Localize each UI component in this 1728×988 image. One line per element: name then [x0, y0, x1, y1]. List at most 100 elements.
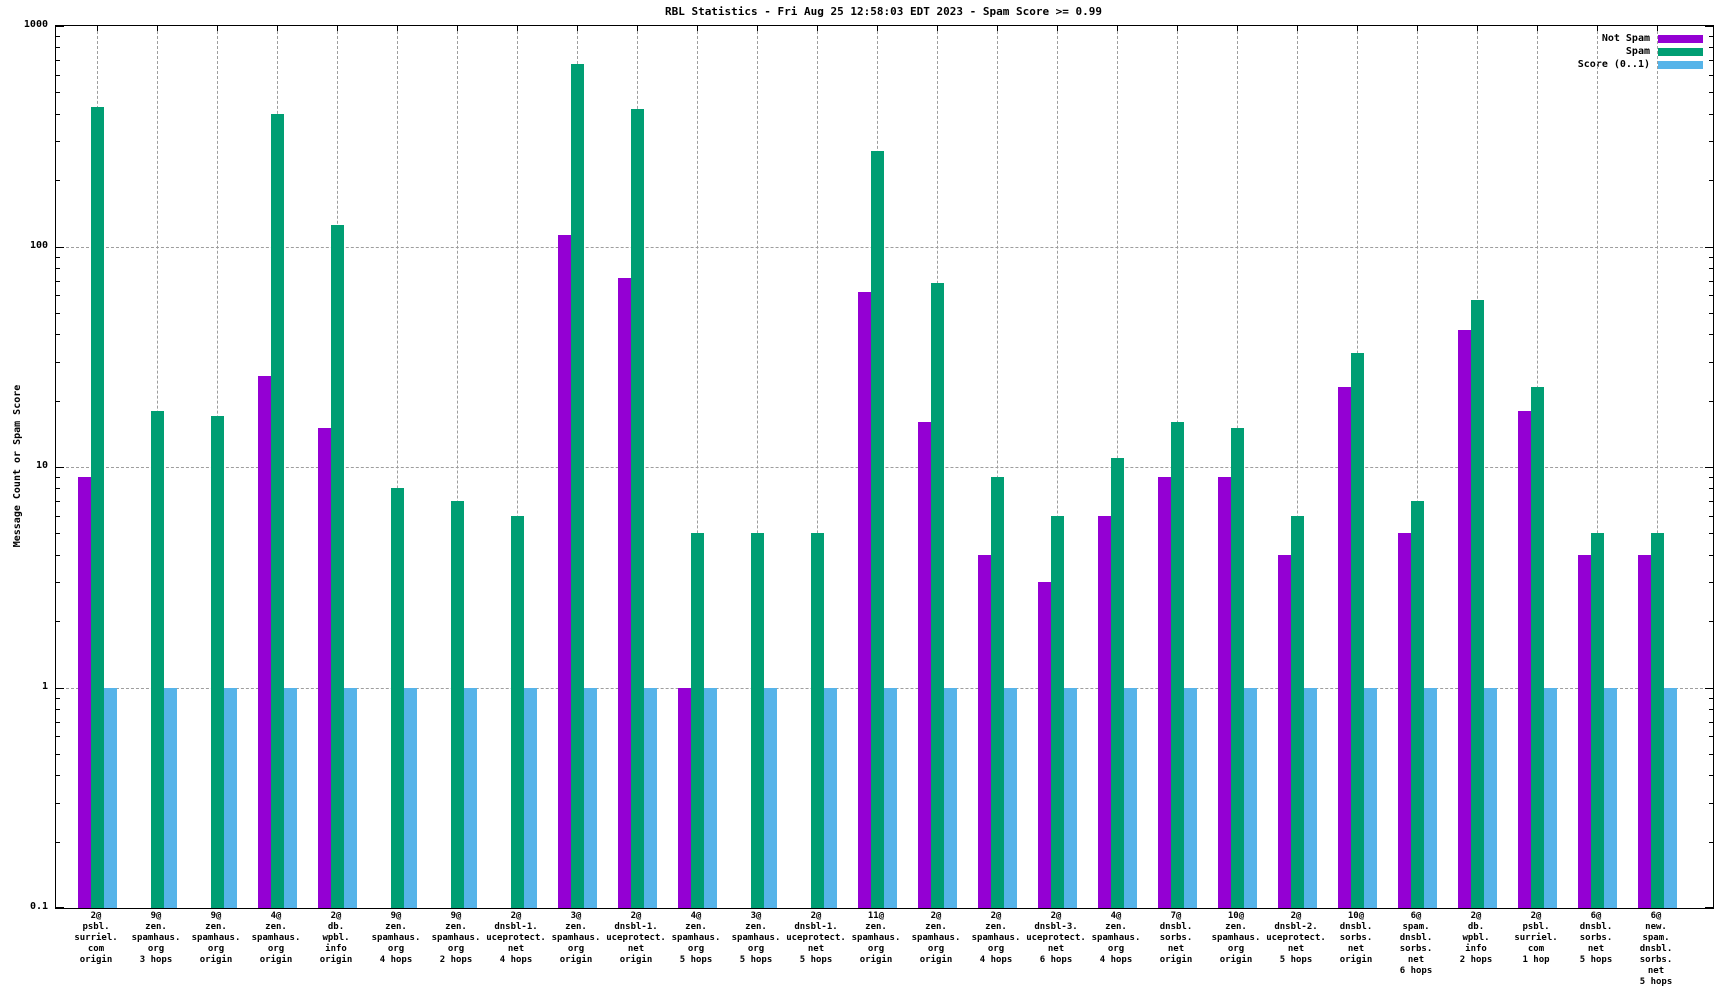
- x-category-label: 11@ zen. spamhaus. org origin: [851, 911, 901, 965]
- bar-not-spam: [617, 277, 631, 908]
- y-tick-minor: [56, 736, 60, 738]
- bar-not-spam: [677, 687, 691, 908]
- bar-score-0-1-: [463, 688, 477, 908]
- bar-not-spam: [1577, 554, 1591, 908]
- x-tick-top: [577, 26, 578, 31]
- y-tick-major: [1705, 246, 1713, 248]
- y-tick-minor: [56, 256, 60, 258]
- bar-score-0-1-: [1243, 688, 1257, 908]
- x-category-label: 9@ zen. spamhaus. org 4 hops: [371, 911, 421, 965]
- x-category-label: 2@ dnsbl-2. uceprotect. net 5 hops: [1266, 911, 1326, 965]
- x-category-label: 2@ psbl. surriel. com origin: [74, 911, 118, 965]
- bar-score-0-1-: [1603, 688, 1617, 908]
- bar-score-0-1-: [1663, 688, 1677, 908]
- y-tick-major: [1705, 467, 1713, 468]
- y-tick-minor: [1709, 802, 1713, 804]
- y-tick-minor: [1709, 501, 1713, 503]
- x-tick-top: [1417, 26, 1418, 31]
- x-gridline: [817, 26, 818, 908]
- y-tick-major: [56, 907, 64, 908]
- y-tick-minor: [1709, 361, 1713, 363]
- bar-not-spam: [77, 477, 91, 908]
- y-tick-minor: [56, 533, 60, 535]
- y-tick-minor: [56, 113, 60, 115]
- y-tick-minor: [56, 60, 60, 62]
- bar-score-0-1-: [703, 688, 717, 908]
- y-tick-minor: [56, 92, 60, 94]
- bar-spam: [690, 533, 704, 908]
- bar-spam: [1650, 533, 1664, 908]
- bar-spam: [90, 106, 104, 908]
- bar-score-0-1-: [1483, 688, 1497, 908]
- y-tick-minor: [1709, 708, 1713, 710]
- bar-spam: [1110, 457, 1124, 908]
- x-category-label: 4@ zen. spamhaus. org 4 hops: [1091, 911, 1141, 965]
- x-tick-top: [817, 26, 818, 31]
- bar-not-spam: [257, 375, 271, 908]
- x-category-label: 10@ zen. spamhaus. org origin: [1211, 911, 1261, 965]
- x-tick-top: [157, 26, 158, 31]
- y-tick-major: [1705, 687, 1713, 689]
- x-tick-top: [1537, 26, 1538, 31]
- x-category-label: 2@ db. wpbl. info 2 hops: [1459, 911, 1493, 965]
- y-tick-minor: [56, 488, 60, 490]
- y-tick-label: 0.1: [29, 901, 48, 912]
- legend-row: Spam: [1578, 45, 1703, 58]
- bar-not-spam: [1157, 477, 1171, 908]
- y-gridline: [56, 246, 1713, 248]
- x-tick-top: [877, 26, 878, 31]
- bar-spam: [1530, 387, 1544, 908]
- x-gridline: [1297, 26, 1298, 908]
- bar-not-spam: [317, 428, 331, 908]
- x-tick-top: [1057, 26, 1058, 31]
- bar-score-0-1-: [223, 688, 237, 908]
- bar-not-spam: [557, 234, 571, 908]
- bar-spam: [210, 416, 224, 908]
- x-gridline: [1657, 26, 1658, 908]
- x-tick-top: [517, 26, 518, 31]
- bar-not-spam: [857, 292, 871, 908]
- y-tick-minor: [56, 280, 60, 282]
- bar-score-0-1-: [883, 688, 897, 908]
- x-category-label: 2@ dnsbl-3. uceprotect. net 6 hops: [1026, 911, 1086, 965]
- y-tick-minor: [56, 697, 60, 699]
- x-category-label: 2@ dnsbl-1. uceprotect. net 4 hops: [486, 911, 546, 965]
- y-tick-major: [56, 26, 64, 27]
- y-tick-minor: [1709, 256, 1713, 258]
- x-tick-top: [97, 26, 98, 31]
- y-tick-minor: [1709, 841, 1713, 843]
- x-tick-top: [1357, 26, 1358, 31]
- x-tick-top: [337, 26, 338, 31]
- y-tick-minor: [56, 554, 60, 556]
- y-tick-minor: [1709, 515, 1713, 517]
- y-tick-minor: [1709, 295, 1713, 297]
- x-category-label: 7@ dnsbl. sorbs. net origin: [1159, 911, 1193, 965]
- y-tick-minor: [56, 36, 60, 38]
- plot-area: Not Spam Spam Score (0..1): [55, 25, 1714, 909]
- x-gridline: [697, 26, 698, 908]
- x-tick-top: [697, 26, 698, 31]
- y-tick-label: 10: [35, 460, 48, 471]
- x-category-label: 6@ dnsbl. sorbs. net 5 hops: [1579, 911, 1613, 965]
- bar-spam: [1590, 533, 1604, 908]
- legend-label: Score (0..1): [1577, 59, 1650, 70]
- x-category-label: 2@ db. wpbl. info origin: [319, 911, 353, 965]
- bar-score-0-1-: [523, 688, 537, 908]
- x-gridline: [1417, 26, 1418, 908]
- y-tick-minor: [56, 515, 60, 517]
- x-category-label: 9@ zen. spamhaus. org 2 hops: [431, 911, 481, 965]
- x-gridline: [397, 26, 398, 908]
- y-tick-minor: [1709, 721, 1713, 723]
- bar-spam: [810, 533, 824, 908]
- y-tick-minor: [1709, 753, 1713, 755]
- y-tick-minor: [56, 841, 60, 843]
- x-category-label: 2@ dnsbl-1. uceprotect. net 5 hops: [786, 911, 846, 965]
- y-tick-minor: [1709, 280, 1713, 282]
- bar-score-0-1-: [163, 688, 177, 908]
- x-tick-top: [757, 26, 758, 31]
- y-tick-minor: [1709, 60, 1713, 62]
- bar-not-spam: [1337, 387, 1351, 908]
- bar-score-0-1-: [103, 688, 117, 908]
- x-category-label: 2@ zen. spamhaus. org origin: [911, 911, 961, 965]
- bar-not-spam: [1097, 515, 1111, 908]
